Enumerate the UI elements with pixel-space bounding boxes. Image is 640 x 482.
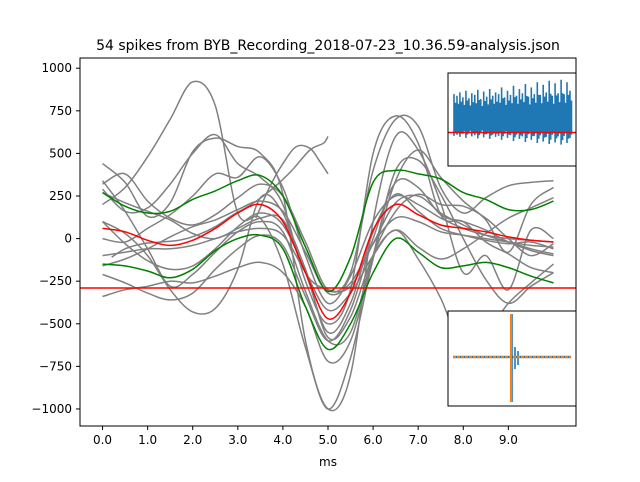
mean-line — [102, 203, 554, 320]
inset-recording-signal — [453, 79, 573, 145]
x-tick-label: 4.0 — [273, 433, 292, 447]
y-tick-label: −500 — [39, 317, 72, 331]
x-tick-label: 6.0 — [364, 433, 383, 447]
spike-trace — [102, 80, 554, 410]
spike-trace — [102, 156, 554, 305]
chart-title: 54 spikes from BYB_Recording_2018-07-23_… — [96, 38, 560, 54]
x-tick-label: 7.0 — [409, 433, 428, 447]
x-axis-label: ms — [319, 455, 337, 469]
x-tick-label: 0.0 — [93, 433, 112, 447]
spike-trace — [102, 178, 554, 342]
spike-trace — [102, 193, 554, 315]
plot-area — [80, 80, 576, 412]
inset-recording-frame — [447, 72, 577, 167]
spike-trace — [102, 156, 554, 364]
y-tick-label: −750 — [39, 359, 72, 373]
x-tick-label: 3.0 — [228, 433, 247, 447]
y-tick-label: 750 — [49, 104, 72, 118]
spike-trace — [102, 191, 554, 341]
inset-overlay-frame — [447, 310, 577, 407]
x-tick-label: 2.0 — [183, 433, 202, 447]
x-tick-label: 5.0 — [318, 433, 337, 447]
mean-minus-std-line — [102, 233, 554, 351]
x-tick-label: 9.0 — [499, 433, 518, 447]
x-tick-label: 1.0 — [138, 433, 157, 447]
mean-plus-std-line — [102, 169, 554, 293]
y-tick-label: 0 — [64, 232, 72, 246]
y-tick-label: −1000 — [31, 402, 72, 416]
spike-trace — [255, 144, 329, 219]
x-tick-label: 8.0 — [454, 433, 473, 447]
y-tick-label: −250 — [39, 274, 72, 288]
y-tick-label: 500 — [49, 146, 72, 160]
y-tick-label: 250 — [49, 189, 72, 203]
y-tick-label: 1000 — [41, 61, 72, 75]
spike-trace — [111, 135, 329, 258]
